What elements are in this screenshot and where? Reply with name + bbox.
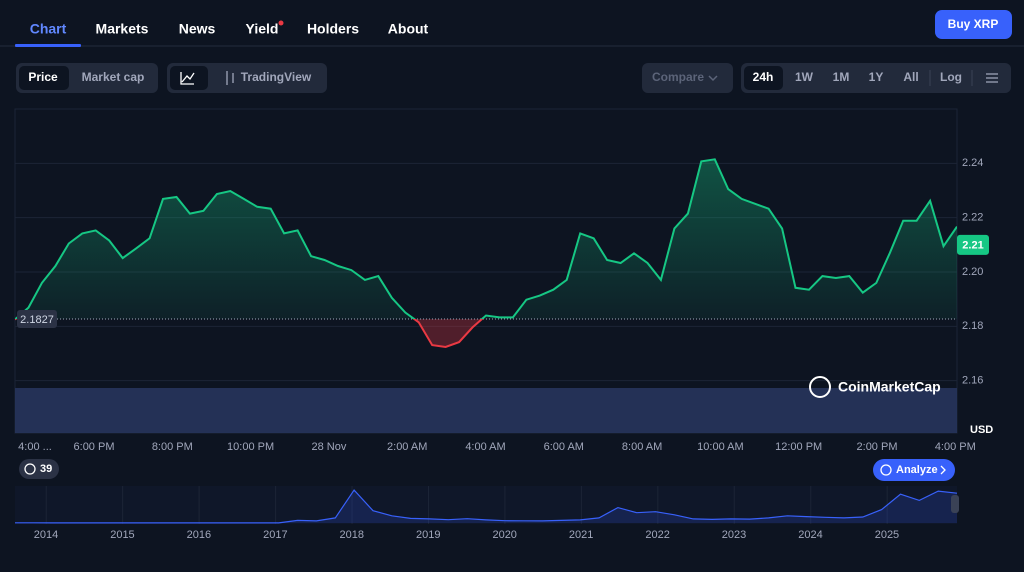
compare-button[interactable]: [642, 63, 733, 93]
buy-label: Buy XRP: [948, 17, 999, 31]
analyze-icon: [880, 464, 892, 476]
tab[interactable]: Holders: [307, 21, 359, 37]
year-label: 2024: [798, 529, 822, 541]
year-label: 2014: [34, 529, 58, 541]
range-button[interactable]: 24h: [753, 70, 774, 84]
tab[interactable]: News: [179, 21, 216, 37]
tab[interactable]: Yield: [246, 21, 279, 37]
x-tick-label: 6:00 AM: [544, 441, 584, 453]
metric-button[interactable]: Price: [28, 70, 58, 84]
y-tick-label: 2.18: [962, 320, 983, 332]
price-line: [15, 158, 957, 319]
year-label: 2016: [187, 529, 211, 541]
range-button[interactable]: All: [903, 70, 918, 84]
y-tick-label: 2.24: [962, 157, 983, 169]
x-tick-label: 28 Nov: [311, 441, 346, 453]
x-tick-label: 10:00 PM: [227, 441, 274, 453]
settings-icon[interactable]: [986, 73, 998, 83]
current-price-badge: [957, 234, 989, 255]
year-label: 2021: [569, 529, 593, 541]
history-icon: [24, 463, 36, 475]
line-icon: [180, 72, 195, 85]
range-button[interactable]: 1M: [833, 70, 850, 84]
year-label: 2020: [492, 529, 516, 541]
buy-button[interactable]: [935, 10, 1012, 39]
x-tick-label: 4:00 AM: [465, 441, 505, 453]
price-area-below: [15, 318, 483, 347]
grid: [15, 162, 957, 382]
year-label: 2025: [875, 529, 899, 541]
x-tick-label: 8:00 PM: [152, 441, 193, 453]
overview-bg: [15, 486, 957, 524]
new-dot: [278, 20, 284, 26]
range-button[interactable]: 1Y: [869, 70, 884, 84]
price-area: [15, 159, 957, 319]
x-tick-label: 12:00 PM: [775, 441, 822, 453]
active-underline: [15, 44, 81, 47]
year-label: 2019: [416, 529, 440, 541]
analyze-button[interactable]: [873, 459, 955, 481]
series: 2.1827 2.21: [15, 158, 989, 349]
tab[interactable]: Markets: [96, 21, 149, 37]
year-label: 2017: [263, 529, 287, 541]
overview: 2014 2015 2016 2017 2018 2019 2020 2021 2022 2023…: [15, 486, 959, 541]
range-group: [741, 63, 1011, 93]
year-label: 2015: [110, 529, 134, 541]
overview-handle: [951, 495, 959, 513]
metric-button[interactable]: Market cap: [82, 70, 145, 84]
analyze-label: Analyze: [896, 464, 938, 476]
history-count: 39: [40, 463, 52, 475]
chart: 2.1827 2.21 CoinMarketCap 2.16 2.18 2.20 2.2…: [14, 108, 993, 453]
range-active[interactable]: [744, 66, 783, 90]
volume-band: [15, 388, 957, 433]
logo: [809, 376, 831, 398]
log-button[interactable]: Log: [940, 70, 962, 84]
year-label: 2018: [340, 529, 364, 541]
current-price-label: 2.21: [962, 240, 983, 252]
chevron: [708, 75, 718, 82]
tradingview-button[interactable]: TradingView: [241, 70, 312, 84]
x-tick-label: 2:00 PM: [857, 441, 898, 453]
chevron: [940, 465, 946, 475]
y-tick-label: 2.16: [962, 375, 983, 387]
axis-labels: 2.16 2.18 2.20 2.22 2.24 4:00 ... 6:00 PM 8:00 …: [18, 157, 983, 453]
watermark: CoinMarketCap: [809, 376, 941, 398]
x-tick-label: 4:00 PM: [935, 441, 976, 453]
watermark-text: CoinMarketCap: [838, 379, 941, 395]
year-label: 2022: [645, 529, 669, 541]
y-tick-label: 2.22: [962, 212, 983, 224]
metric-active[interactable]: [19, 66, 69, 90]
x-tick-label: 4:00 ...: [18, 441, 52, 453]
range-button[interactable]: 1W: [795, 70, 814, 84]
x-tick-label: 8:00 AM: [622, 441, 662, 453]
tab[interactable]: Chart: [30, 21, 67, 37]
baseline-label: 2.1827: [20, 314, 54, 326]
compare-label: Compare: [652, 70, 704, 84]
x-tick-label: 6:00 PM: [74, 441, 115, 453]
candle-icon: [226, 71, 234, 85]
year-label: 2023: [722, 529, 746, 541]
overview-line: [15, 489, 958, 524]
x-tick-label: 2:00 AM: [387, 441, 427, 453]
tab[interactable]: About: [388, 21, 429, 37]
nav: Chart Markets News Yield Holders About B…: [0, 10, 1024, 47]
unit-label: USD: [970, 424, 993, 436]
baseline-badge: [17, 309, 57, 328]
y-tick-label: 2.20: [962, 266, 983, 278]
x-tick-label: 10:00 AM: [697, 441, 743, 453]
toolbar: Price Market cap TradingView Compare 24h…: [16, 63, 1011, 93]
overview-area: [15, 490, 957, 523]
badges: 39 Analyze: [19, 459, 955, 481]
